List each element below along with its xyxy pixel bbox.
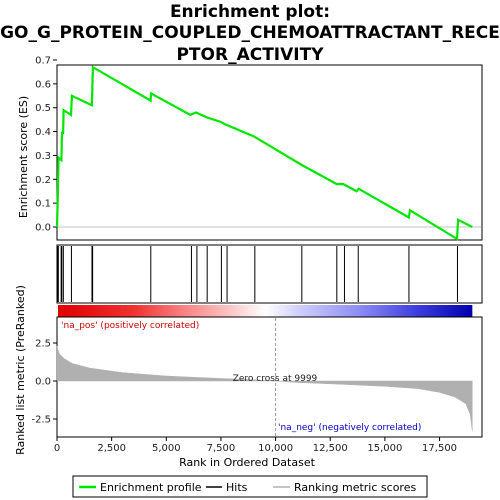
es-ytick-label: 0.7	[35, 56, 51, 67]
es-ytick-label: 0.3	[35, 151, 51, 162]
es-ylabel: Enrichment score (ES)	[17, 96, 30, 218]
xtick-label: 7,500	[207, 443, 236, 454]
xtick-label: 0	[54, 443, 60, 454]
rank-panel: 2.5 0.0 -2.5 Zero cross at 9999 'na_pos' (po…	[14, 285, 483, 469]
ranking-heatbar	[58, 305, 473, 317]
legend: Enrichment profile Hits Ranking metric sco…	[72, 475, 428, 498]
rank-ytick-label: -2.5	[31, 415, 51, 426]
pos-correlated-label: 'na_pos' (positively correlated)	[61, 321, 199, 331]
legend-label-hits: Hits	[226, 481, 248, 494]
xtick-label: 10,000	[258, 443, 293, 454]
xtick-label: 15,000	[367, 443, 402, 454]
chart-title: Enrichment plot:GO_G_PROTEIN_COUPLED_CHE…	[0, 2, 500, 65]
legend-label-metric: Ranking metric scores	[294, 481, 416, 494]
hits-panel	[56, 244, 483, 317]
title-line-2: GO_G_PROTEIN_COUPLED_CHEMOATTRACTANT_REC…	[0, 23, 500, 43]
x-axis-label: Rank in Ordered Dataset	[179, 456, 316, 469]
xtick-label: 12,500	[313, 443, 348, 454]
neg-correlated-label: 'na_neg' (negatively correlated)	[278, 423, 421, 433]
es-ytick-label: 0.0	[35, 223, 51, 234]
enrichment-profile-line	[55, 65, 473, 241]
es-panel: 0.0 0.1 0.2 0.3 0.4 0.5 0.6 0.7 Enrichment score…	[17, 56, 483, 241]
hits-frame	[56, 244, 483, 304]
zero-cross-label: Zero cross at 9999	[233, 374, 318, 384]
es-plot-frame	[56, 64, 483, 241]
es-ytick-label: 0.4	[35, 127, 51, 138]
es-ytick-label: 0.2	[35, 175, 51, 186]
rank-ylabel: Ranked list metric (PreRanked)	[14, 285, 27, 455]
xtick-label: 5,000	[152, 443, 181, 454]
rank-ytick-label: 2.5	[35, 339, 51, 350]
es-ytick-label: 0.5	[35, 103, 51, 114]
title-line-1: Enrichment plot:	[170, 2, 330, 22]
es-ytick-label: 0.1	[35, 199, 51, 210]
title-line-3: PTOR_ACTIVITY	[176, 45, 324, 65]
ranking-metric-area	[56, 345, 473, 432]
xtick-label: 2,500	[97, 443, 126, 454]
es-ytick-label: 0.6	[35, 79, 51, 90]
rank-ytick-label: 0.0	[35, 377, 51, 388]
xtick-label: 17,500	[422, 443, 457, 454]
legend-label-profile: Enrichment profile	[100, 481, 202, 494]
legend-box	[72, 475, 428, 498]
